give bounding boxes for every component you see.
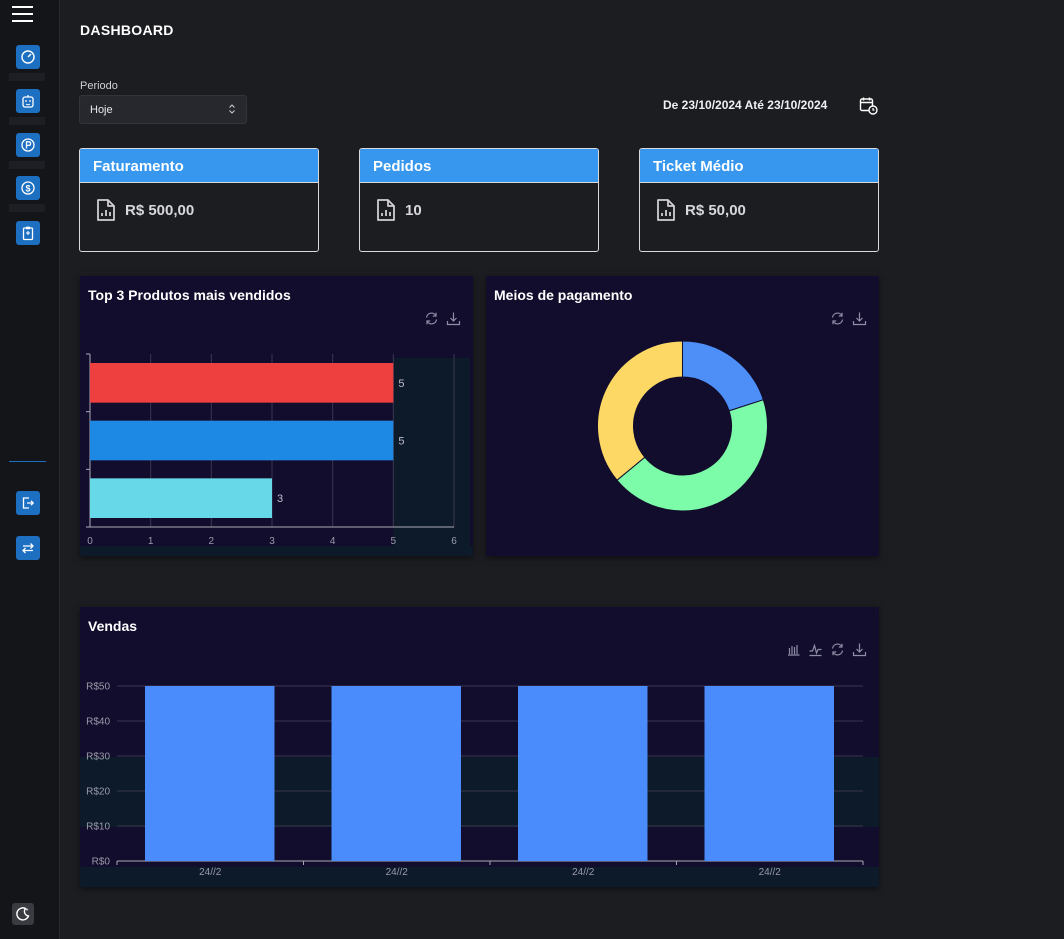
y-tick-label: R$0: [92, 857, 111, 868]
top-products-panel: Top 3 Produtos mais vendidos 0 1 2 3 4 5 6 5 5 3: [80, 276, 473, 556]
stat-value: 10: [405, 201, 422, 219]
bar-value-label: 5: [398, 436, 404, 448]
refresh-icon[interactable]: [830, 311, 845, 326]
pie-slice: [682, 340, 764, 412]
stat-title: Pedidos: [360, 149, 598, 183]
top-products-chart: 0 1 2 3 4 5 6 5 5 3: [80, 353, 473, 556]
download-icon[interactable]: [446, 311, 461, 326]
x-tick-label: 24//2: [386, 867, 409, 878]
sidebar-divider: [9, 161, 45, 169]
x-tick-label: 5: [391, 536, 397, 547]
top-products-title: Top 3 Produtos mais vendidos: [88, 287, 291, 303]
sidebar-divider: [9, 204, 45, 212]
sidebar-divider: [9, 117, 45, 125]
robot-icon[interactable]: [16, 89, 40, 113]
period-value: Hoje: [90, 104, 113, 116]
y-tick-label: R$50: [86, 682, 110, 693]
x-tick-label: 1: [148, 536, 154, 547]
page-title: DASHBOARD: [80, 22, 174, 38]
stat-card-faturamento: Faturamento R$ 500,00: [79, 148, 319, 252]
sidebar-separator: [9, 461, 46, 462]
refresh-icon[interactable]: [424, 311, 439, 326]
bar: [704, 686, 834, 861]
pie-slice: [597, 340, 683, 481]
y-tick-label: R$20: [86, 787, 110, 798]
bar-chart-icon[interactable]: [786, 642, 801, 657]
pie-slice: [616, 399, 768, 512]
document-chart-icon: [377, 199, 395, 221]
period-select[interactable]: Hoje: [79, 95, 247, 124]
refresh-icon[interactable]: [830, 642, 845, 657]
line-chart-icon[interactable]: [808, 642, 823, 657]
stat-card-ticket-medio: Ticket Médio R$ 50,00: [639, 148, 879, 252]
menu-icon[interactable]: [12, 6, 33, 23]
payments-chart: [597, 340, 768, 512]
stat-value: R$ 500,00: [125, 201, 195, 219]
download-icon[interactable]: [852, 311, 867, 326]
x-tick-label: 2: [209, 536, 215, 547]
chart-band: [80, 867, 879, 887]
chart-band: [80, 546, 473, 556]
payments-panel: Meios de pagamento: [486, 276, 879, 556]
stat-card-pedidos: Pedidos 10: [359, 148, 599, 252]
chevron-updown-icon: [229, 104, 235, 114]
x-tick-label: 3: [269, 536, 275, 547]
document-chart-icon: [97, 199, 115, 221]
bar-value-label: 5: [398, 378, 404, 390]
x-tick-label: 0: [87, 536, 93, 547]
bar: [90, 420, 394, 461]
y-tick-label: R$40: [86, 717, 110, 728]
gauge-icon[interactable]: [16, 45, 40, 69]
stat-title: Ticket Médio: [640, 149, 878, 183]
parking-icon[interactable]: [16, 133, 40, 157]
stat-title: Faturamento: [80, 149, 318, 183]
document-chart-icon: [657, 199, 675, 221]
stat-value: R$ 50,00: [685, 201, 746, 219]
bar-value-label: 3: [277, 493, 283, 505]
chart-band: [393, 358, 470, 546]
payments-title: Meios de pagamento: [494, 287, 633, 303]
sidebar: $: [0, 0, 60, 939]
logout-icon[interactable]: [16, 491, 40, 515]
svg-text:$: $: [25, 183, 30, 193]
moon-icon[interactable]: [12, 903, 34, 925]
sales-chart: R$0 R$10 R$20 R$30 R$40 R$50 24//2 24//2 24//2 24…: [80, 682, 879, 887]
dollar-icon[interactable]: $: [16, 176, 40, 200]
x-tick-label: 6: [451, 536, 457, 547]
period-label: Periodo: [80, 80, 118, 92]
x-tick-label: 24//2: [759, 867, 782, 878]
calendar-clock-icon[interactable]: [859, 96, 878, 115]
bar: [145, 686, 275, 861]
download-icon[interactable]: [852, 642, 867, 657]
y-tick-label: R$10: [86, 822, 110, 833]
x-tick-label: 24//2: [199, 867, 222, 878]
sales-title: Vendas: [88, 618, 138, 634]
bar: [90, 478, 272, 518]
swap-icon[interactable]: [16, 536, 40, 560]
sales-panel: Vendas R$0 R$10 R$20 R$30 R$40 R$50 24//2 24//2…: [80, 607, 879, 887]
sidebar-divider: [9, 73, 45, 81]
y-tick-label: R$30: [86, 752, 110, 763]
bar: [518, 686, 648, 861]
date-range: De 23/10/2024 Até 23/10/2024: [663, 98, 828, 112]
x-tick-label: 4: [330, 536, 336, 547]
bar: [90, 363, 394, 403]
bar: [331, 686, 461, 861]
clipboard-icon[interactable]: [16, 221, 40, 245]
x-tick-label: 24//2: [572, 867, 595, 878]
